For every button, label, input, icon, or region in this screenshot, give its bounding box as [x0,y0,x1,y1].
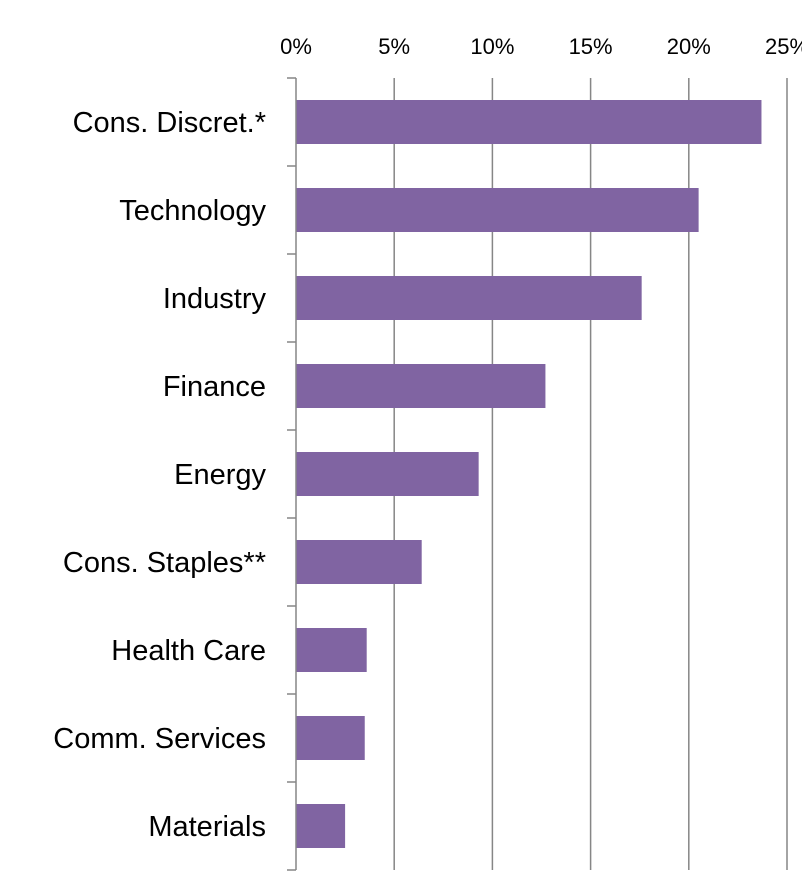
axes [287,77,297,871]
bar-8 [296,804,346,848]
x-tick-label: 15% [569,34,613,59]
bar-7 [296,716,365,760]
bar-1 [296,188,699,232]
category-label: Cons. Staples** [63,547,266,579]
category-label: Finance [163,371,266,403]
category-label: Technology [119,195,266,227]
bar-0 [296,100,762,144]
x-tick-labels: 0% 5% 10% 15% 20% 25% [280,34,802,59]
category-label: Cons. Discret.* [73,107,266,139]
category-label: Industry [163,283,267,315]
x-tick-label: 10% [470,34,514,59]
x-tick-label: 20% [667,34,711,59]
bar-6 [296,628,367,672]
category-label: Energy [174,459,266,491]
x-tick-label: 0% [280,34,312,59]
bar-3 [296,364,546,408]
x-tick-label: 5% [378,34,410,59]
category-label: Health Care [111,635,266,667]
x-tick-label: 25% [765,34,802,59]
bars [296,100,762,848]
bar-5 [296,540,422,584]
bar-4 [296,452,479,496]
bar-2 [296,276,642,320]
category-label: Materials [148,811,266,843]
category-label: Comm. Services [53,723,266,755]
category-labels: Cons. Discret.* Technology Industry Finance… [53,107,266,843]
